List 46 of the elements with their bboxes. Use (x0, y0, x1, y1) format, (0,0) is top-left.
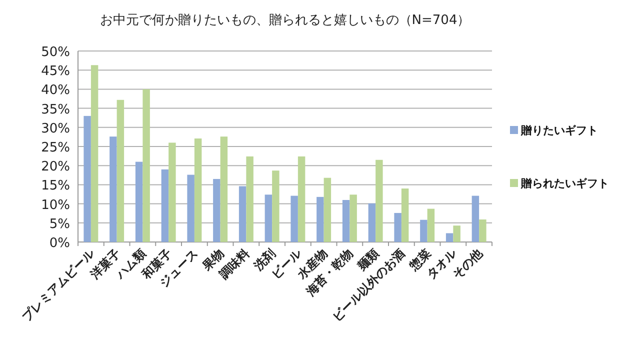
bar (446, 233, 454, 242)
bar (238, 186, 246, 242)
legend: 贈られたいギフト (521, 177, 609, 190)
bar (350, 194, 357, 242)
ytick: 25% (41, 140, 70, 156)
bar (142, 89, 150, 242)
bar (368, 203, 376, 242)
bar (401, 188, 409, 242)
bar (427, 208, 435, 242)
title: お中元で何か贈りたいもの、贈られると嬉しいもの（N=704） (100, 13, 470, 28)
bar (316, 196, 324, 242)
bar (213, 178, 220, 242)
bar (324, 178, 332, 242)
bar (472, 196, 480, 242)
ytick: 45% (41, 64, 70, 80)
bar (376, 160, 383, 242)
legend: 贈りたいギフト (521, 124, 598, 137)
bar (110, 136, 117, 242)
bar (298, 156, 306, 242)
bar (135, 162, 143, 242)
bar (394, 212, 402, 242)
ytick: 50% (41, 45, 70, 60)
bar (116, 100, 124, 242)
bar (90, 65, 98, 242)
ytick: 15% (41, 178, 70, 194)
ytick: 20% (41, 160, 70, 175)
ytick: 30% (41, 121, 70, 136)
bar (290, 196, 298, 242)
ytick: 40% (41, 83, 70, 98)
bar (84, 116, 91, 242)
bar (479, 219, 486, 242)
bar (161, 169, 169, 242)
bar (168, 142, 176, 242)
bar (264, 194, 272, 242)
bar (420, 220, 428, 242)
ytick: 10% (41, 198, 70, 213)
bar (272, 170, 280, 242)
bar (453, 226, 460, 242)
ytick: 35% (41, 102, 70, 118)
bar (187, 174, 194, 242)
bar (342, 200, 350, 242)
bar (220, 136, 228, 242)
bar (246, 156, 254, 242)
ytick: 0% (49, 236, 70, 251)
ytick: 5% (49, 216, 70, 232)
bar (194, 138, 202, 242)
